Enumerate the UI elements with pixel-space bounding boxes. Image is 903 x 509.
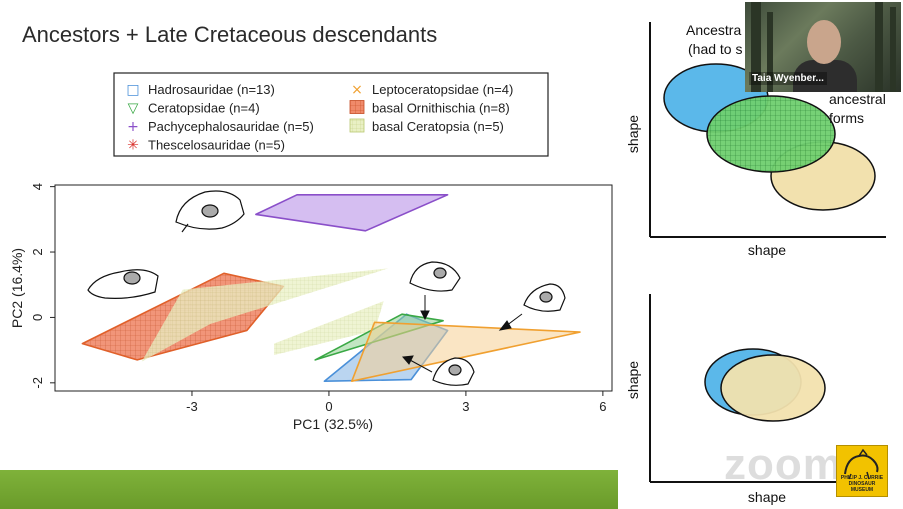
chart-legend: □ Hadrosauridae (n=13) ▽ Ceratopsidae (n=4)…	[113, 72, 549, 157]
x-tick-label-2: 3	[462, 399, 469, 414]
legend-box	[113, 72, 549, 157]
x-axis-title: PC1 (32.5%)	[293, 416, 373, 432]
x-tick-label-0: -3	[186, 399, 198, 414]
legend-label-3: Thescelosauridae (n=5)	[148, 138, 285, 153]
skull-icon-ceratopsid	[409, 261, 461, 292]
skull-icon-hadrosaur	[432, 357, 475, 386]
legend-symbol-3: ✳	[127, 138, 139, 154]
footer-green-bar	[0, 470, 618, 509]
participant-body	[793, 60, 857, 92]
skull-icon-thescelosaur	[87, 269, 159, 299]
diagram-bottom-x-label: shape	[748, 489, 786, 505]
y-tick-label-1: 0	[30, 314, 45, 321]
concept-diagram-top: Ancestra (had to s ancestral forms shape…	[625, 22, 886, 258]
concept-diagram-bottom: shape shape	[625, 294, 886, 505]
y-tick-label-3: 4	[30, 183, 45, 190]
diagram-top-x-label: shape	[748, 242, 786, 258]
museum-logo-text: PHILIP J. CURRIE DINOSAUR MUSEUM	[840, 475, 884, 493]
legend-symbol-4: ×	[351, 82, 363, 98]
x-tick-label-3: 6	[599, 399, 606, 414]
hull-basal-ceratopsia-3	[274, 301, 384, 355]
legend-swatch-6	[349, 118, 365, 133]
annotation-ancestral-line2: (had to s	[688, 41, 742, 57]
slide-title: Ancestors + Late Cretaceous descendants	[22, 22, 438, 47]
participant-video-tile[interactable]: Taia Wyenber...	[745, 2, 901, 92]
legend-symbol-2: +	[127, 119, 139, 135]
legend-label-0: Hadrosauridae (n=13)	[148, 82, 275, 97]
legend-symbol-0: □	[126, 82, 139, 98]
legend-label-1: Ceratopsidae (n=4)	[148, 101, 260, 116]
legend-swatch-5	[349, 100, 365, 114]
annotation-ancestral-forms-line2: forms	[829, 110, 864, 126]
participant-name: Taia Wyenber...	[749, 72, 827, 85]
skull-icon-pachycephalosaur	[175, 190, 245, 233]
diagram-top-y-label: shape	[625, 115, 641, 153]
legend-label-4: Leptoceratopsidae (n=4)	[372, 82, 513, 97]
zoom-watermark: zoom	[724, 440, 843, 489]
dinosaur-logo-icon	[844, 448, 879, 480]
skull-icon-leptoceratopsid	[523, 283, 566, 312]
pointer-arrows	[401, 295, 523, 373]
legend-symbol-1: ▽	[128, 101, 139, 117]
x-tick-label-1: 0	[325, 399, 332, 414]
hull-pachycephalosauridae-0	[255, 194, 449, 232]
hull-basal-ceratopsia-2	[141, 268, 389, 362]
y-tick-label-2: 2	[30, 248, 45, 255]
legend-label-2: Pachycephalosauridae (n=5)	[148, 119, 314, 134]
annotation-ancestral-forms-line1: ancestral	[829, 91, 886, 107]
legend-label-6: basal Ceratopsia (n=5)	[372, 119, 504, 134]
y-axis-title: PC2 (16.4%)	[9, 248, 25, 328]
museum-logo: PHILIP J. CURRIE DINOSAUR MUSEUM	[836, 445, 888, 497]
annotation-ancestral-line1: Ancestra	[686, 22, 741, 38]
participant-avatar	[807, 20, 841, 64]
pca-chart: -3 0 3 6 -2 0 2 4 PC1 (32.5%) PC2 (16.4%)	[9, 183, 613, 432]
diagram-bottom-y-label: shape	[625, 361, 641, 399]
legend-label-5: basal Ornithischia (n=8)	[372, 101, 510, 116]
hull-leptoceratopsidae-6	[350, 321, 581, 383]
y-tick-label-0: -2	[30, 377, 45, 389]
